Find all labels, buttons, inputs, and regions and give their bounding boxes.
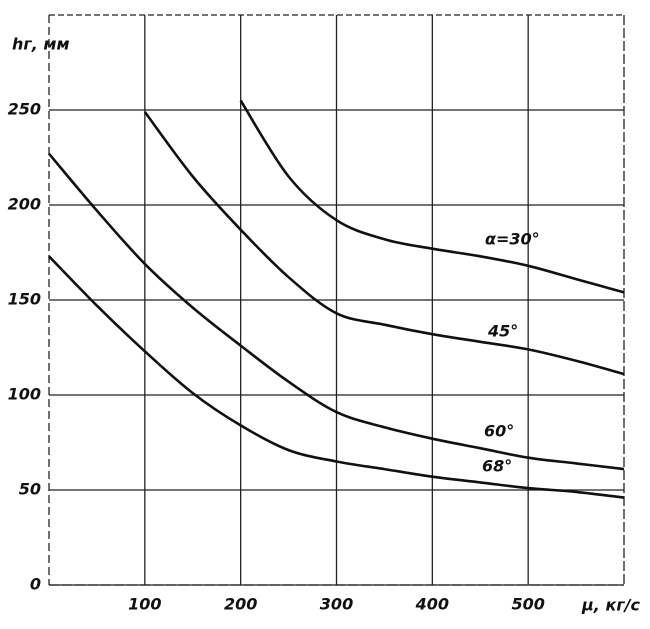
x-tick-label: 400	[415, 595, 449, 614]
y-tick-label: 0	[30, 575, 41, 594]
curve	[143, 111, 625, 376]
y-tick-label: 150	[8, 290, 41, 309]
curve-label: α=30°	[485, 230, 540, 249]
y-tick-label: 200	[8, 195, 41, 214]
curve-label: 68°	[482, 457, 512, 476]
x-axis-title: μ, кг/с	[581, 596, 640, 615]
curve-label: 45°	[487, 322, 518, 341]
x-tick-label: 500	[511, 595, 544, 614]
curve	[48, 152, 625, 471]
curve	[48, 255, 625, 499]
y-tick-label: 100	[8, 385, 41, 404]
x-tick-label: 100	[128, 595, 161, 614]
curve-label: 60°	[484, 422, 514, 441]
x-tick-label: 200	[224, 595, 257, 614]
y-axis-title: hг, мм	[12, 35, 70, 54]
y-tick-label: 50	[19, 480, 41, 499]
y-tick-label: 250	[8, 100, 41, 119]
curve	[239, 99, 625, 294]
x-tick-label: 300	[320, 595, 353, 614]
